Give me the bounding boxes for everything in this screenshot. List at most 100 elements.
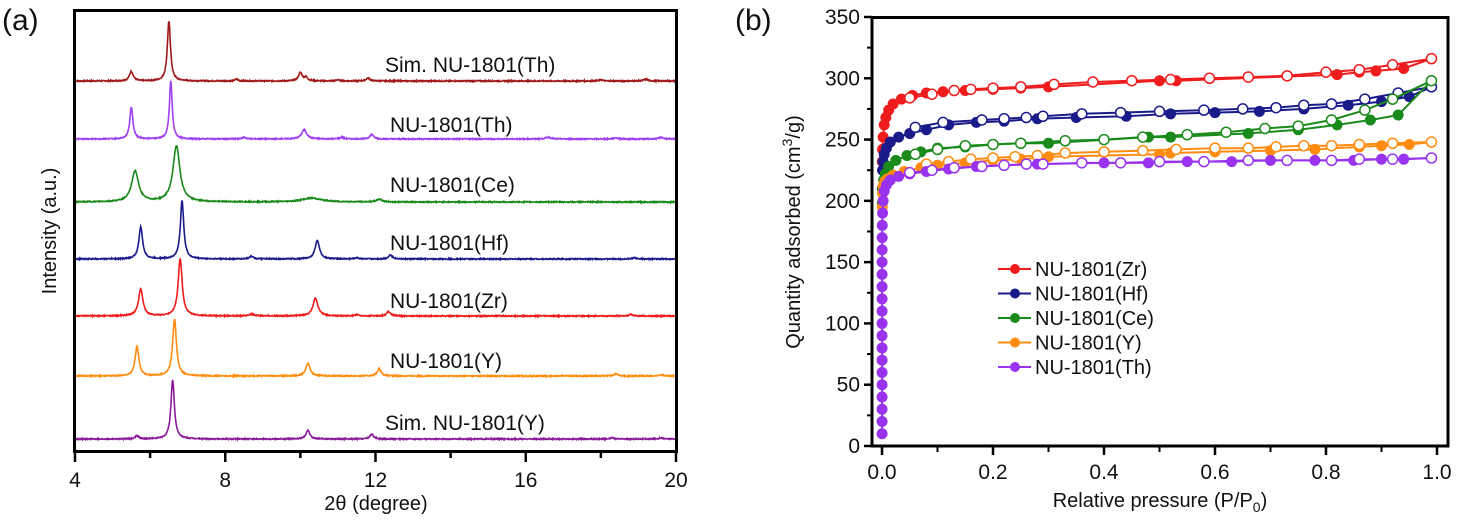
legend-label: NU-1801(Zr) (1035, 259, 1147, 281)
adsorption-point (1165, 108, 1177, 120)
desorption-point (1164, 73, 1177, 86)
desorption-point (1209, 142, 1221, 154)
legend-marker (1010, 337, 1020, 348)
legend-item: NU-1801(Y) (998, 333, 1142, 355)
adsorption-point (1376, 153, 1387, 165)
adsorption-point (1253, 105, 1265, 117)
x-tick-label: 0.2 (978, 461, 1007, 484)
xrd-traces (74, 21, 677, 442)
desorption-point (904, 92, 916, 104)
x-tick-label: 1.0 (1422, 461, 1451, 484)
desorption-point (1281, 154, 1293, 167)
x-tick-label: 12 (364, 469, 387, 492)
adsorption-point (876, 379, 888, 391)
adsorption-point (876, 256, 888, 268)
adsorption-point (1370, 65, 1382, 77)
legend-marker (1010, 362, 1020, 372)
desorption-point (1098, 133, 1110, 146)
desorption-point (1320, 66, 1332, 78)
trace-label: Sim. NU-1801(Th) (385, 54, 555, 77)
adsorption-point (1043, 137, 1054, 149)
desorption-point (998, 159, 1010, 172)
legend-item: NU-1801(Zr) (998, 259, 1147, 281)
xrd-trace-nu-1801-th- (74, 80, 677, 142)
desorption-point (1059, 147, 1071, 159)
desorption-point (1359, 93, 1371, 105)
legend-label: NU-1801(Th) (1035, 357, 1152, 379)
series-nu-1801-hf- (876, 81, 1438, 195)
adsorption-point (893, 170, 905, 182)
desorption-line (915, 79, 1432, 156)
desorption-point (1203, 72, 1216, 85)
y-tick-label: 250 (825, 129, 860, 152)
legend-label: NU-1801(Y) (1035, 333, 1142, 355)
desorption-point (1270, 141, 1282, 153)
desorption-point (1076, 157, 1088, 169)
legend-label: NU-1801(Ce) (1035, 308, 1154, 330)
trace-label: NU-1801(Y) (390, 350, 502, 373)
y-tick-label: 350 (825, 6, 860, 29)
adsorption-point (876, 268, 888, 280)
x-tick-label: 8 (219, 469, 231, 492)
adsorption-point (1098, 157, 1110, 169)
x-tick-label: 20 (664, 469, 687, 492)
desorption-point (931, 143, 944, 156)
desorption-point (909, 121, 922, 134)
desorption-point (1198, 155, 1210, 168)
legend-label: NU-1801(Hf) (1035, 284, 1148, 306)
y-tick-label: 100 (825, 312, 860, 335)
desorption-point (1242, 142, 1255, 154)
desorption-point (1020, 158, 1033, 170)
legend-item: NU-1801(Th) (998, 357, 1152, 379)
x-tick-label: 0.8 (1311, 461, 1340, 484)
desorption-point (1386, 137, 1399, 149)
desorption-point (1137, 131, 1149, 143)
panel-a-x-axis-title: 2θ (degree) (324, 493, 427, 515)
adsorption-point (877, 195, 889, 207)
adsorption-point (876, 219, 888, 231)
desorption-point (1114, 106, 1127, 119)
desorption-point (1126, 74, 1138, 87)
adsorption-point (876, 317, 888, 329)
adsorption-point (893, 131, 905, 143)
desorption-point (1237, 103, 1249, 115)
desorption-point (1015, 137, 1027, 149)
adsorption-point (1376, 140, 1387, 152)
desorption-point (1425, 52, 1438, 65)
desorption-point (1298, 99, 1310, 112)
trace-label: NU-1801(Th) (390, 114, 513, 137)
desorption-point (904, 166, 916, 179)
y-tick-label: 150 (825, 251, 860, 274)
xrd-trace-sim-nu-1801-y- (74, 379, 677, 442)
panel-b-y-axis-title: Quantity adsorbed (cm3/g) (779, 115, 805, 348)
desorption-point (948, 84, 960, 97)
adsorption-point (1181, 156, 1193, 168)
trace-label: NU-1801(Ce) (390, 174, 515, 197)
adsorption-point (876, 244, 888, 256)
legend-marker (1010, 288, 1020, 299)
desorption-point (1298, 139, 1310, 152)
desorption-point (1076, 108, 1088, 120)
desorption-point (959, 139, 971, 152)
adsorption-point (1309, 143, 1321, 155)
desorption-point (937, 116, 949, 129)
adsorption-point (876, 403, 888, 415)
adsorption-point (1154, 75, 1165, 87)
desorption-point (1353, 63, 1366, 76)
xrd-trace-nu-1801-ce- (74, 144, 677, 205)
series-nu-1801-th- (876, 152, 1438, 440)
xrd-trace-nu-1801-y- (74, 318, 677, 379)
desorption-point (965, 153, 977, 165)
desorption-point (1037, 110, 1049, 123)
panel-b-ticks: 0 50 100 150 200 250 300 350 0.0 0.2 0.4 0.6 0.8 1.0 (825, 6, 1452, 484)
desorption-point (1198, 104, 1210, 116)
x-tick-label: 0.4 (1089, 461, 1119, 484)
desorption-point (1153, 155, 1166, 168)
adsorption-point (1142, 157, 1154, 169)
adsorption-point (876, 305, 888, 317)
adsorption-point (876, 330, 888, 342)
desorption-point (1181, 128, 1193, 141)
legend-marker (1010, 313, 1020, 323)
desorption-point (987, 152, 999, 164)
